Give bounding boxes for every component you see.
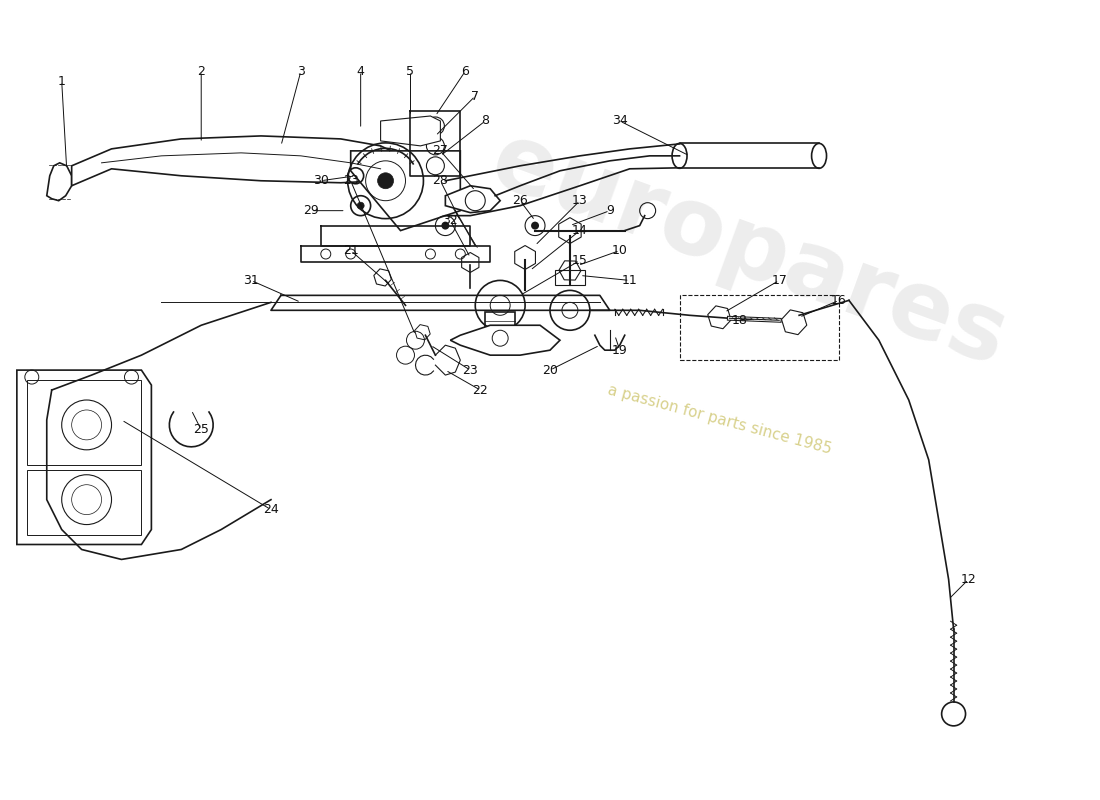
Ellipse shape <box>812 143 826 168</box>
Text: 24: 24 <box>263 503 278 516</box>
Text: 23: 23 <box>343 174 359 187</box>
Circle shape <box>531 222 539 230</box>
Circle shape <box>377 173 394 189</box>
Text: 30: 30 <box>312 174 329 187</box>
Text: 12: 12 <box>960 573 977 586</box>
Text: 18: 18 <box>732 314 747 326</box>
Text: 2: 2 <box>197 65 206 78</box>
Text: 27: 27 <box>432 144 449 158</box>
Text: 1: 1 <box>58 74 66 88</box>
Text: 9: 9 <box>606 204 614 217</box>
Polygon shape <box>72 136 396 186</box>
Text: 16: 16 <box>832 294 847 307</box>
Bar <box>26 470 142 534</box>
Text: a passion for parts since 1985: a passion for parts since 1985 <box>606 382 833 457</box>
Text: 19: 19 <box>612 344 628 357</box>
Text: 11: 11 <box>621 274 638 287</box>
Polygon shape <box>351 151 460 230</box>
Polygon shape <box>446 186 501 213</box>
Ellipse shape <box>672 143 688 168</box>
Polygon shape <box>381 116 440 146</box>
Polygon shape <box>450 326 560 355</box>
Text: 31: 31 <box>243 274 258 287</box>
Text: 17: 17 <box>771 274 788 287</box>
Text: 3: 3 <box>297 65 305 78</box>
Text: 13: 13 <box>572 194 587 207</box>
Text: 32: 32 <box>442 214 459 227</box>
Text: 8: 8 <box>481 114 490 127</box>
Polygon shape <box>16 370 152 545</box>
Circle shape <box>441 222 450 230</box>
Text: 15: 15 <box>572 254 587 267</box>
Text: 23: 23 <box>462 364 478 377</box>
Text: 28: 28 <box>432 174 449 187</box>
Text: 6: 6 <box>461 65 470 78</box>
Text: 25: 25 <box>194 423 209 436</box>
Text: 5: 5 <box>407 65 415 78</box>
Bar <box>26 380 142 465</box>
Text: 20: 20 <box>542 364 558 377</box>
Text: 7: 7 <box>471 90 480 102</box>
Text: 21: 21 <box>343 244 359 257</box>
Text: 4: 4 <box>356 65 364 78</box>
Bar <box>680 295 839 360</box>
Text: 14: 14 <box>572 224 587 237</box>
Text: 34: 34 <box>612 114 628 127</box>
Circle shape <box>358 202 364 209</box>
Text: 26: 26 <box>513 194 528 207</box>
Text: 29: 29 <box>302 204 319 217</box>
Text: europares: europares <box>480 114 1020 386</box>
Text: 10: 10 <box>612 244 628 257</box>
Text: 22: 22 <box>472 383 488 397</box>
